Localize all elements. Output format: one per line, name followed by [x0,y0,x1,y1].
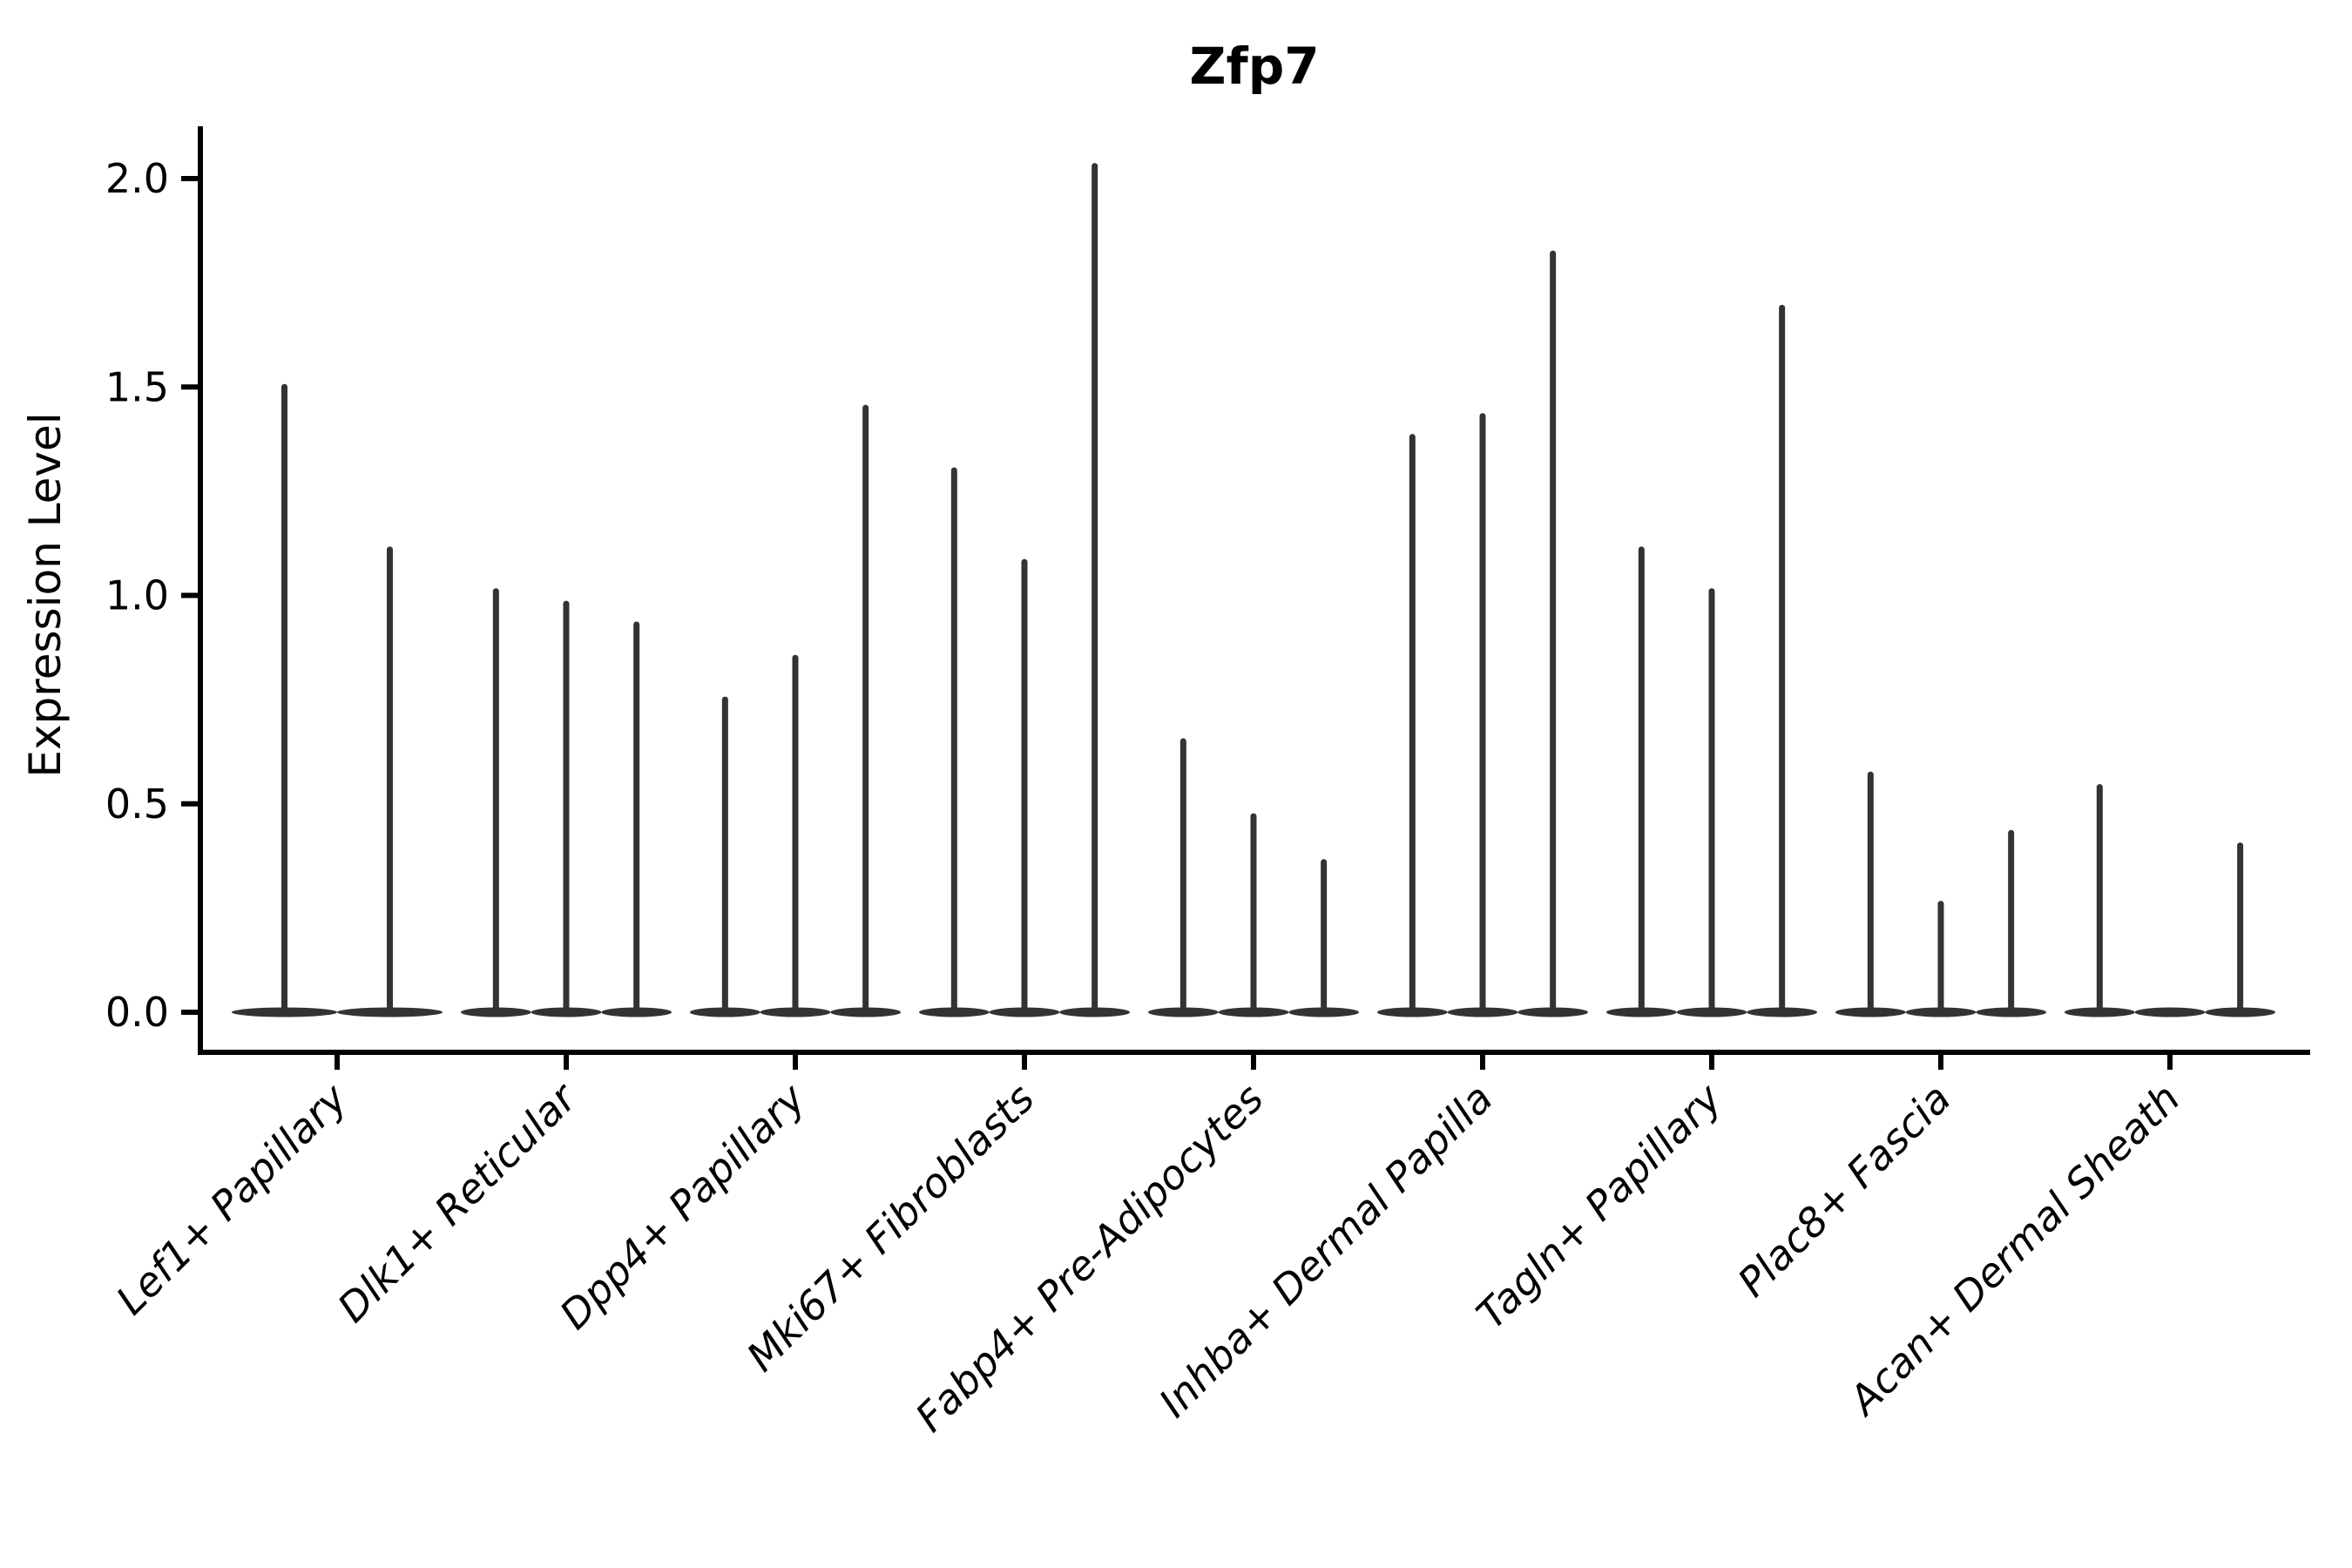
x-category-label: Lef1+ Papillary [107,1074,356,1323]
violin-base [2134,1007,2206,1017]
x-category-label: Dlk1+ Reticular [328,1072,587,1331]
x-category-label: Dpp4+ Papillary [551,1074,814,1338]
y-tick-label: 0.5 [105,781,169,828]
plot-title: Zfp7 [1189,37,1320,96]
x-category-label: Tagln+ Papillary [1467,1074,1731,1338]
y-axis-title: Expression Level [20,412,71,778]
x-category-label: Plac8+ Fascia [1728,1075,1959,1306]
y-tick-label: 1.0 [105,572,169,619]
y-tick-label: 2.0 [105,155,169,202]
y-tick-label: 0.0 [105,989,169,1036]
y-tick-label: 1.5 [105,363,169,410]
